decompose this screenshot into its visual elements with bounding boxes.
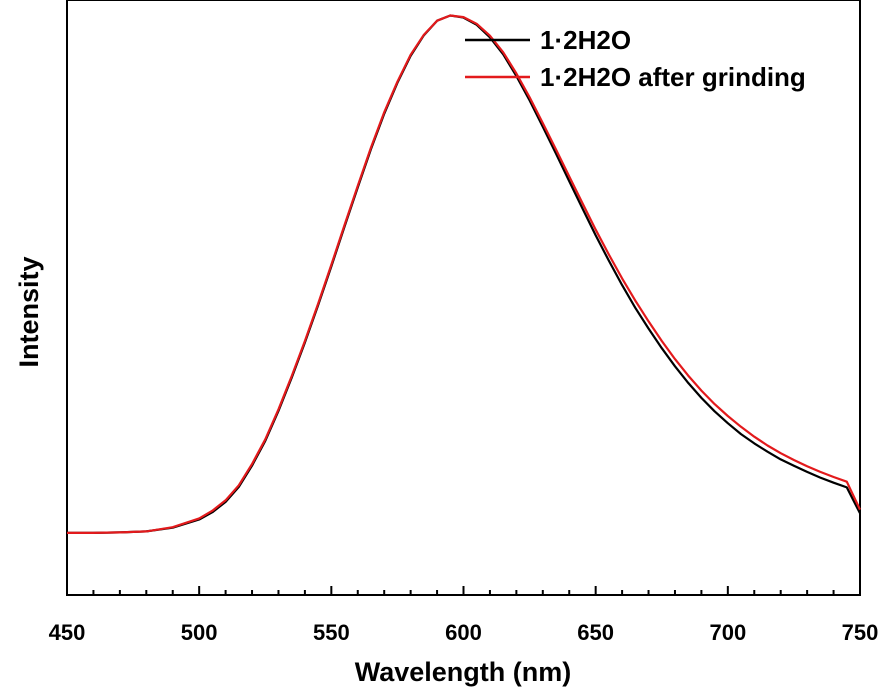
x-tick-label: 450: [49, 620, 86, 645]
y-axis-title: Intensity: [14, 256, 44, 367]
x-tick-label: 550: [313, 620, 350, 645]
legend-label-series-1: 1·2H2O: [540, 25, 631, 55]
series-line-1: [67, 14, 861, 534]
x-tick-label: 750: [842, 620, 879, 645]
legend: 1·2H2O 1·2H2O after grinding: [465, 25, 806, 92]
series-line-2: [67, 14, 861, 534]
x-tick-label: 700: [709, 620, 746, 645]
x-tick-label: 600: [445, 620, 482, 645]
tick-marks: [92, 586, 835, 595]
x-axis-title: Wavelength (nm): [355, 657, 572, 687]
x-tick-label: 650: [577, 620, 614, 645]
x-tick-label: 500: [181, 620, 218, 645]
tick-labels: 450 500 550 600 650 700 750: [49, 620, 879, 645]
series-layer: [67, 14, 861, 534]
legend-label-series-2: 1·2H2O after grinding: [540, 62, 806, 92]
